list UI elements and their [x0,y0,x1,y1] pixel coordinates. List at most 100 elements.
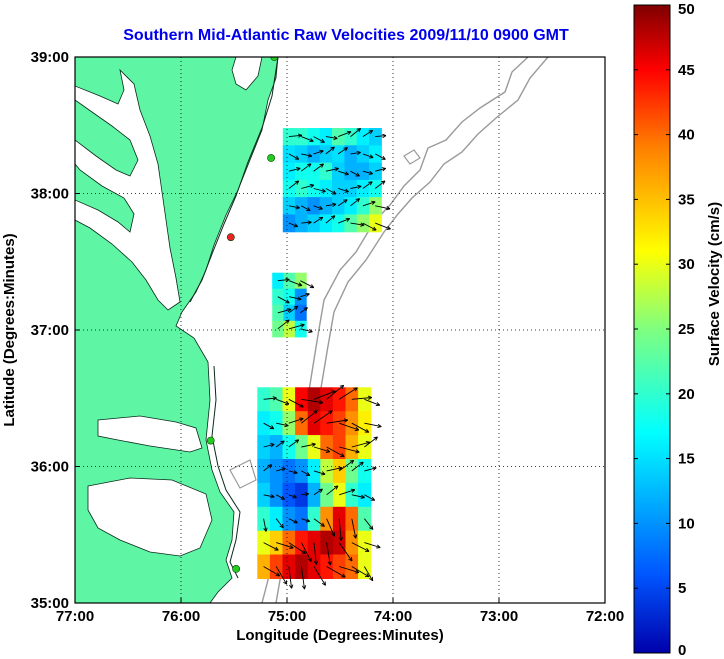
velocity-cell [295,162,308,181]
vector-head [301,585,305,590]
vector-head [318,488,323,491]
colorbar-tick-label: 50 [678,1,695,18]
velocity-vector [338,542,353,562]
vector-head [382,168,386,172]
vector-head [283,581,287,585]
velocity-cell [345,459,359,484]
velocity-vector [374,153,386,160]
vector-head [340,536,344,541]
velocity-vector [313,205,323,210]
vector-head [305,520,310,523]
velocity-vector [300,307,308,314]
y-tick-label: 35:00 [31,595,69,612]
vector-head [377,426,382,429]
vector-head [332,146,335,151]
velocity-vector [325,168,339,172]
y-axis-label: Latitude (Degrees:Minutes) [1,233,18,426]
vector-head [311,442,316,445]
velocity-vector [326,384,344,400]
vector-head [376,547,381,549]
vector-head [355,572,360,574]
velocity-vector [374,180,386,189]
velocity-vector [301,184,314,189]
vector-head [322,522,325,527]
vector-head [271,425,275,429]
velocity-cell [257,459,271,484]
velocity-vector [263,443,275,448]
x-tick-label: 75:00 [268,608,306,625]
velocity-vector [364,398,380,406]
velocity-cell [356,179,370,198]
velocity-vector [325,146,335,155]
vector-head [319,205,323,210]
velocity-vector [338,460,354,472]
colorbar-tick-label: 45 [678,62,695,79]
vector-head [319,149,324,152]
velocity-cell [320,482,334,508]
velocity-vector [288,470,298,474]
velocity-vector [313,470,326,475]
velocity-vector [301,470,311,476]
vector-head [294,180,299,183]
vector-head [346,218,351,222]
vector-head [354,429,359,431]
vector-head [380,180,386,183]
vector-head [294,519,298,524]
colorbar-tick-label: 30 [678,256,695,273]
colorbar-tick-label: 20 [678,386,695,403]
vector-head [373,226,377,231]
vector-head [353,534,357,539]
vector-head [326,448,331,453]
vector-head [330,146,335,149]
vector-head [315,560,319,565]
vector-head [325,451,330,453]
velocity-cell [282,435,296,460]
velocity-vector [301,410,318,424]
vector-head [345,171,349,175]
vector-head [300,323,305,326]
y-tick-label: 38:00 [31,186,69,203]
vector-head [296,155,300,160]
vector-head [333,137,338,141]
vector-head [355,198,360,200]
velocity-vector [339,446,360,453]
vector-head [359,461,364,464]
velocity-vector [362,130,373,137]
velocity-vector [313,150,324,155]
vector-head [307,207,311,211]
velocity-vector [338,188,349,193]
vector-head [335,485,339,490]
velocity-vector [339,566,360,574]
plot-area [75,57,605,603]
vector-head [366,573,370,577]
vector-head [320,488,323,493]
velocity-vector [288,518,298,524]
velocity-vector [313,216,324,224]
vector-head [318,402,324,405]
velocity-vector [364,422,382,428]
vector-head [385,208,391,211]
velocity-vector [351,542,370,552]
vector-head [386,206,391,210]
velocity-vector [351,494,365,498]
y-tick-label: 36:00 [31,459,69,476]
vector-head [301,552,306,554]
velocity-cell [272,320,285,338]
vector-head [357,185,362,190]
vector-head [319,163,324,166]
vector-head [320,217,324,221]
velocity-vector [364,436,378,448]
vector-head [376,544,381,548]
vector-head [284,425,289,428]
vector-head [281,467,286,469]
velocity-vector [275,494,285,500]
velocity-vector [351,441,370,448]
vector-head [365,441,370,443]
vector-head [360,224,365,227]
velocity-vector [364,566,374,582]
velocity-vector [288,305,299,314]
vector-head [309,328,313,333]
vector-head [355,426,360,431]
vector-head [296,167,301,172]
vector-head [306,293,310,297]
